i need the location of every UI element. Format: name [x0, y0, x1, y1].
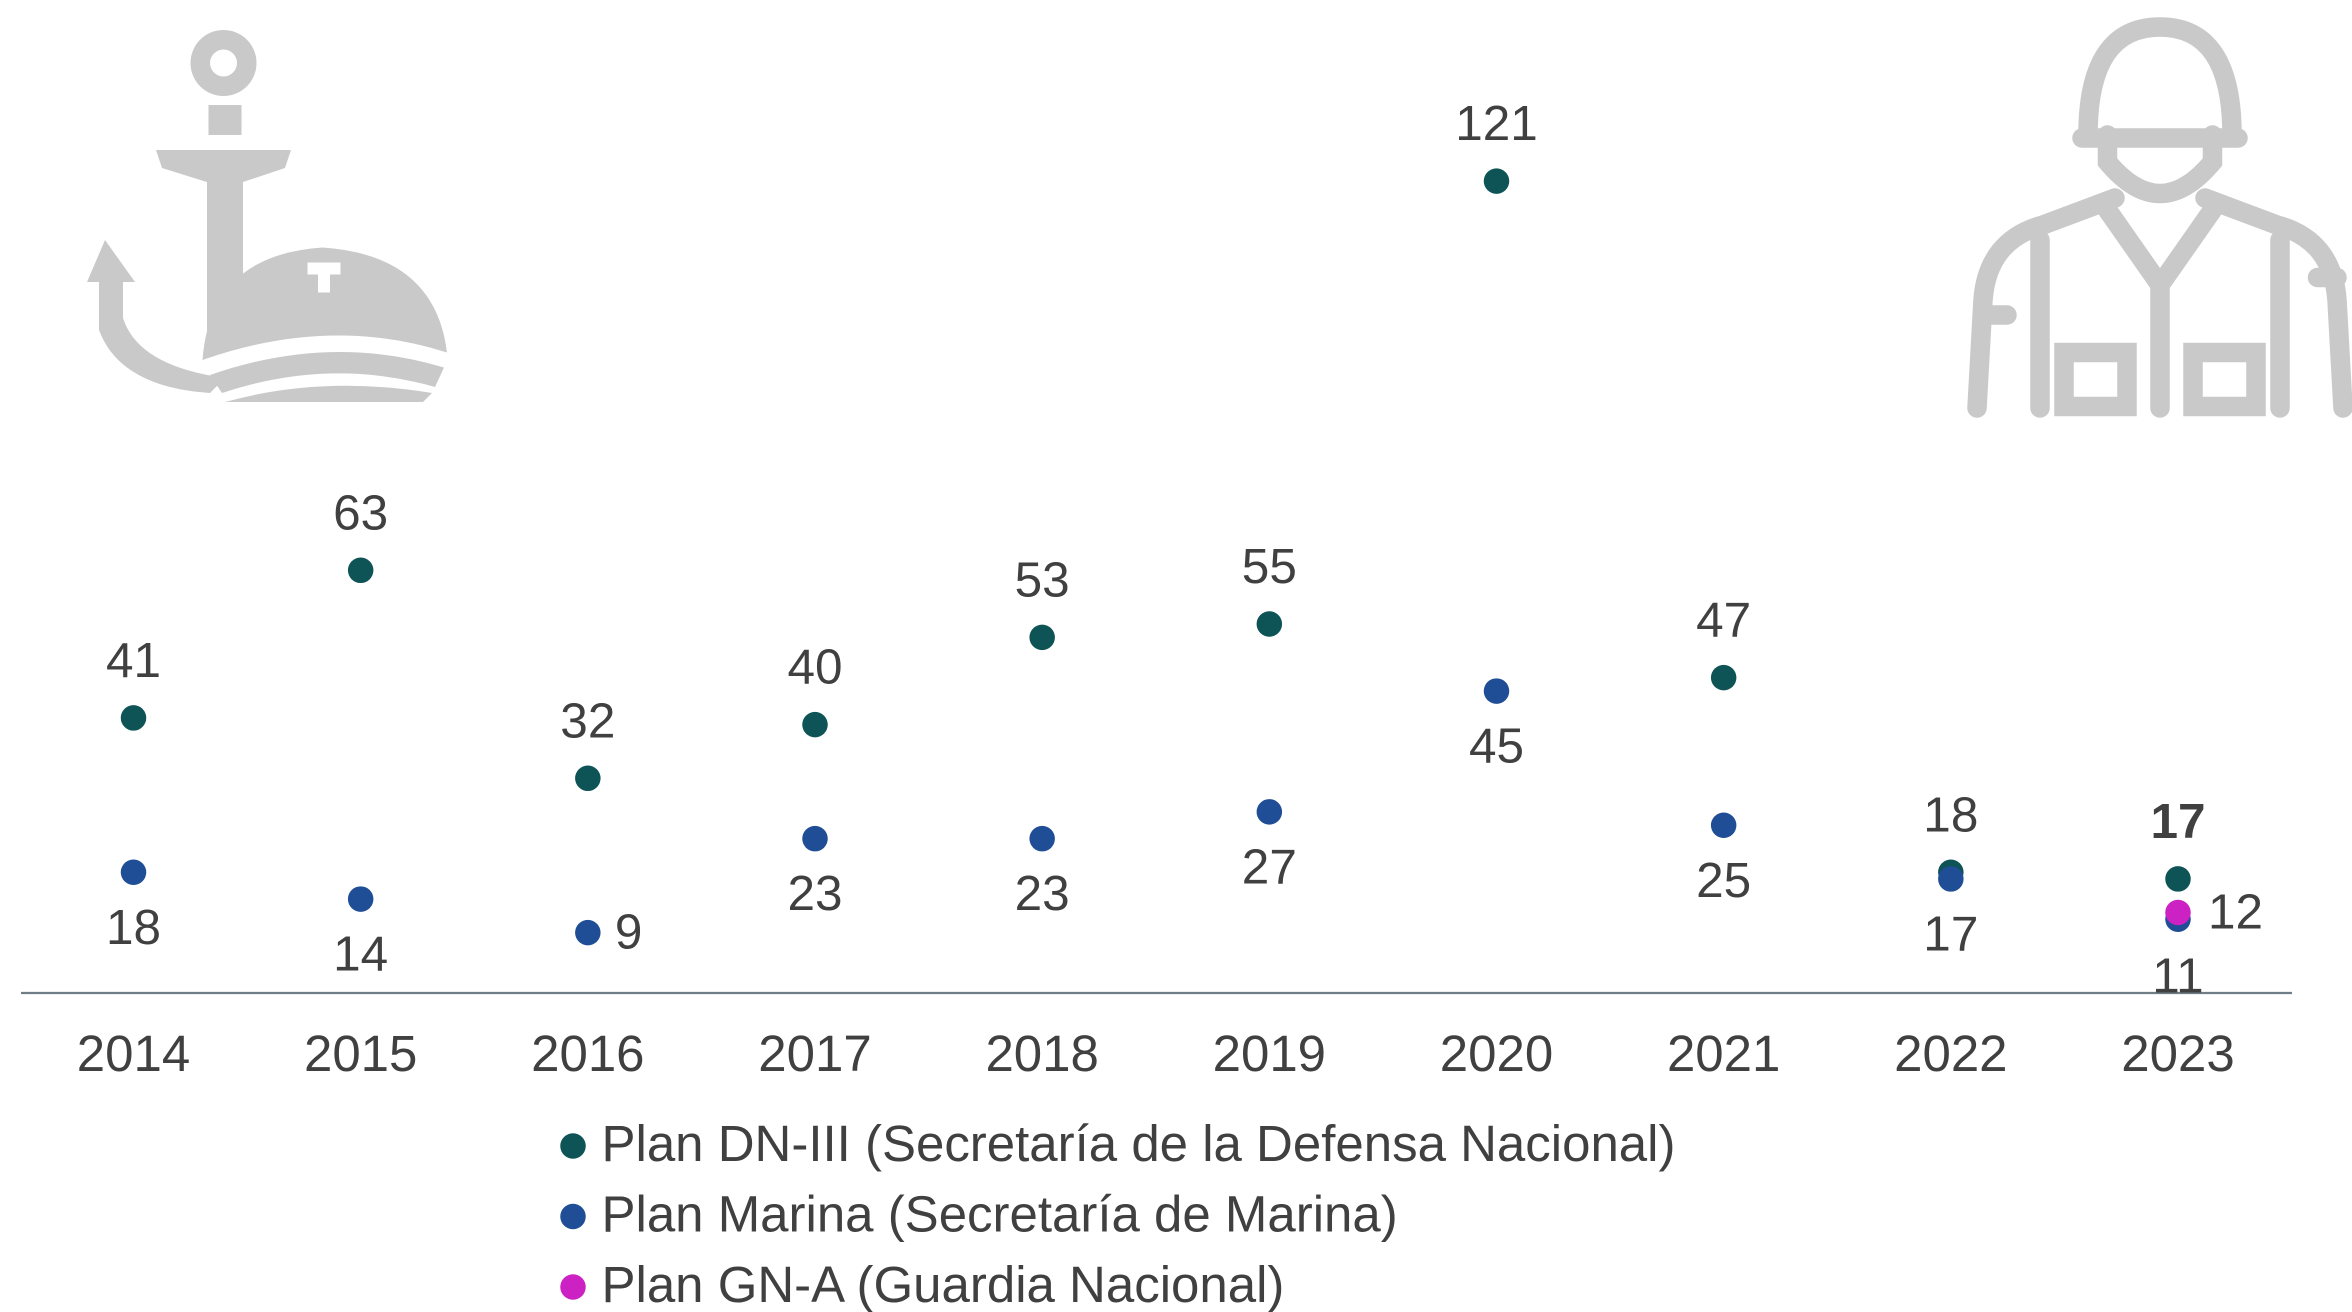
data-label: 17 — [2150, 794, 2205, 849]
data-point — [802, 711, 828, 738]
data-point — [1483, 678, 1510, 704]
data-label: 63 — [333, 485, 388, 540]
data-label: 9 — [615, 905, 643, 960]
data-point — [1710, 664, 1737, 691]
navy-icon — [87, 29, 448, 402]
x-tick-label: 2014 — [77, 1025, 190, 1082]
data-label: 121 — [1455, 96, 1538, 151]
data-label: 45 — [1469, 719, 1524, 774]
x-tick-label: 2015 — [304, 1025, 417, 1082]
data-point — [575, 765, 601, 792]
data-point — [2165, 899, 2191, 926]
data-point — [1710, 812, 1737, 839]
x-tick-label: 2019 — [1213, 1025, 1326, 1082]
data-label: 27 — [1242, 839, 1297, 894]
x-tick-label: 2016 — [531, 1025, 644, 1082]
x-tick-label: 2021 — [1667, 1025, 1780, 1082]
data-point — [120, 705, 147, 731]
data-label: 11 — [2152, 948, 2203, 1003]
x-tick-label: 2017 — [758, 1025, 871, 1082]
data-point — [120, 859, 147, 885]
data-point — [347, 886, 374, 912]
data-label: 40 — [787, 640, 842, 695]
data-label: 47 — [1696, 593, 1751, 648]
soldier-icon — [1967, 17, 2352, 418]
legend-label: Plan GN-A (Guardia Nacional) — [602, 1256, 1285, 1312]
data-point — [347, 557, 374, 584]
data-point — [575, 919, 601, 946]
data-point — [1029, 825, 1055, 852]
legend-label: Plan Marina (Secretaría de Marina) — [602, 1185, 1398, 1242]
data-label: 17 — [1923, 907, 1978, 962]
data-label: 41 — [106, 633, 161, 688]
data-point — [1256, 799, 1283, 825]
data-label: 23 — [1015, 866, 1070, 921]
x-tick-label: 2022 — [1894, 1025, 2007, 1082]
data-point — [1938, 866, 1964, 892]
data-label: 12 — [2208, 885, 2263, 940]
data-label: 53 — [1015, 552, 1070, 607]
data-label: 32 — [560, 693, 615, 748]
legend-marker — [560, 1274, 586, 1300]
x-tick-label: 2020 — [1440, 1025, 1553, 1082]
data-label: 18 — [106, 900, 161, 955]
data-point — [1256, 611, 1283, 637]
legend-label: Plan DN-III (Secretaría de la Defensa Na… — [602, 1115, 1676, 1172]
x-tick-label: 2018 — [985, 1025, 1098, 1082]
data-point — [2165, 866, 2191, 892]
data-label: 55 — [1242, 539, 1297, 594]
data-label: 25 — [1696, 853, 1751, 908]
data-label: 18 — [1923, 787, 1978, 842]
data-label: 23 — [787, 866, 842, 921]
data-point — [1483, 168, 1510, 194]
legend-marker — [560, 1203, 586, 1230]
data-label: 14 — [333, 927, 388, 982]
legend-marker — [560, 1133, 586, 1159]
x-tick-label: 2023 — [2121, 1025, 2234, 1082]
data-point — [1029, 624, 1055, 651]
data-point — [802, 825, 828, 852]
